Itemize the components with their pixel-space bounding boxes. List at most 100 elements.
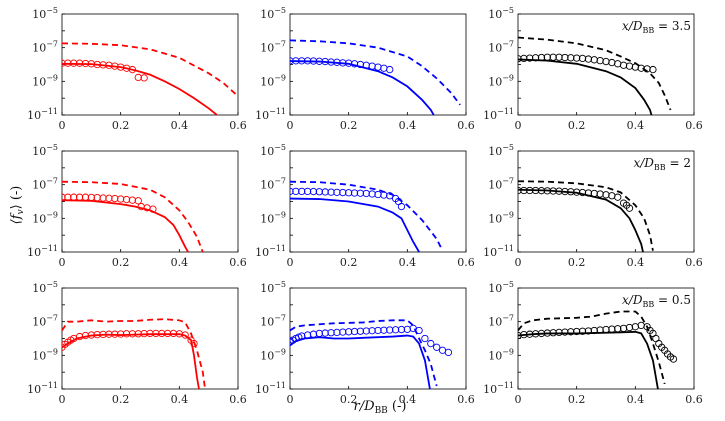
y-tick-exponent: −11 — [41, 381, 58, 390]
series-marker-point — [134, 330, 142, 338]
y-tick-label: 10−9 — [260, 347, 286, 362]
series-marker-point — [99, 194, 107, 202]
series-marker-point — [309, 57, 318, 65]
x-tick-label: 0 — [515, 256, 522, 269]
y-tick-exponent: −9 — [46, 347, 58, 356]
series-marker-point — [596, 326, 604, 334]
series-marker-point — [637, 321, 645, 330]
series-marker-point — [290, 338, 294, 346]
series-marker-point — [608, 58, 616, 67]
y-tick-label: 10−7 — [260, 40, 286, 55]
plot-area — [518, 310, 678, 389]
series-marker-point — [111, 194, 119, 203]
series-solid-line — [62, 333, 200, 389]
series-marker-point — [303, 57, 312, 65]
series-marker-point — [561, 328, 569, 336]
series-marker-point — [339, 59, 347, 67]
series-marker-point — [584, 327, 593, 335]
y-axis-label: ⟨fv⟩ (-) — [9, 186, 26, 225]
series-marker-point — [87, 193, 95, 202]
series-marker-point — [619, 61, 628, 69]
series-marker-point — [543, 53, 551, 61]
plot-area — [290, 39, 461, 115]
y-tick-exponent: −5 — [46, 280, 58, 289]
x-tick-label: 0.6 — [229, 119, 247, 132]
y-tick-exponent: −7 — [502, 40, 514, 49]
series-dashed-line — [62, 42, 238, 97]
series-marker-point — [327, 329, 335, 337]
plot-area — [518, 36, 672, 115]
series-marker-point — [339, 328, 347, 336]
series-marker-point — [87, 331, 95, 339]
y-tick-label: 10−11 — [27, 107, 58, 122]
series-dashed-line — [518, 36, 672, 111]
series-marker-point — [62, 193, 66, 201]
y-tick-label: 10−9 — [260, 210, 286, 225]
series-marker-point — [391, 326, 400, 334]
series-marker-point — [555, 53, 563, 61]
panel-1-1: 10−11 10−9 10−7 10−5 0 0.2 0.4 0.6 — [255, 143, 475, 269]
x-tick-label: 0 — [59, 119, 66, 132]
x-tick-label: 0 — [515, 119, 522, 132]
y-tick-label: 10−7 — [488, 40, 514, 55]
x-tick-label: 0.2 — [340, 256, 358, 269]
series-marker-point — [93, 193, 101, 202]
series-marker-point — [315, 329, 323, 338]
series-marker-point — [128, 65, 137, 74]
y-tick-label: 10−7 — [260, 177, 286, 192]
y-tick-exponent: −11 — [269, 244, 286, 253]
y-tick-label: 10−5 — [488, 6, 514, 21]
series-marker-point — [518, 186, 522, 195]
row-annotation: x/DBB = 0.5 — [622, 293, 691, 309]
series-marker-point — [140, 74, 148, 82]
y-tick-label: 10−9 — [32, 73, 58, 88]
y-tick-label: 10−5 — [32, 143, 58, 158]
plot-area — [62, 42, 238, 115]
annotation-value: = 0.5 — [654, 293, 691, 307]
x-tick-label: 0.2 — [568, 393, 586, 406]
series-marker-point — [531, 54, 540, 62]
series-marker-point — [309, 330, 318, 338]
series-marker-point — [128, 330, 137, 338]
series-marker-point — [518, 55, 522, 63]
series-marker-point — [520, 186, 528, 195]
series-marker-point — [555, 187, 563, 195]
series-solid-line — [290, 60, 435, 115]
series-marker-point — [321, 57, 329, 66]
series-solid-line — [290, 197, 420, 252]
x-tick-label: 0.2 — [340, 119, 358, 132]
x-tick-label: 0.6 — [457, 393, 475, 406]
series-marker-point — [608, 192, 616, 200]
annotation-sub: BB — [642, 300, 654, 309]
x-tick-label: 0.4 — [627, 119, 645, 132]
series-marker-point — [75, 59, 84, 67]
x-tick-label: 0.4 — [171, 256, 189, 269]
series-marker-point — [386, 65, 394, 74]
series-marker-point — [362, 189, 370, 198]
series-marker-point — [303, 331, 312, 339]
series-marker-point — [146, 329, 154, 338]
series-solid-line — [62, 62, 219, 115]
y-tick-label: 10−7 — [488, 314, 514, 329]
y-tick-exponent: −9 — [502, 73, 514, 82]
y-tick-label: 10−7 — [488, 177, 514, 192]
series-marker-point — [397, 202, 406, 211]
series-marker-point — [122, 195, 131, 204]
series-marker-point — [99, 61, 107, 69]
y-tick-label: 10−7 — [32, 177, 58, 192]
series-marker-point — [64, 59, 72, 67]
series-dashed-line — [62, 180, 204, 252]
series-marker-point — [356, 60, 365, 69]
y-tick-label: 10−11 — [483, 107, 514, 122]
x-tick-label: 0.4 — [399, 119, 417, 132]
y-tick-label: 10−11 — [27, 381, 58, 396]
series-marker-point — [614, 325, 622, 333]
series-solid-line — [62, 199, 190, 252]
axes-frame — [289, 287, 467, 390]
annotation-value: = 3.5 — [654, 19, 691, 33]
series-marker-point — [99, 330, 107, 339]
series-marker-point — [614, 60, 622, 68]
y-tick-exponent: −11 — [269, 107, 286, 116]
series-marker-point — [649, 65, 657, 74]
